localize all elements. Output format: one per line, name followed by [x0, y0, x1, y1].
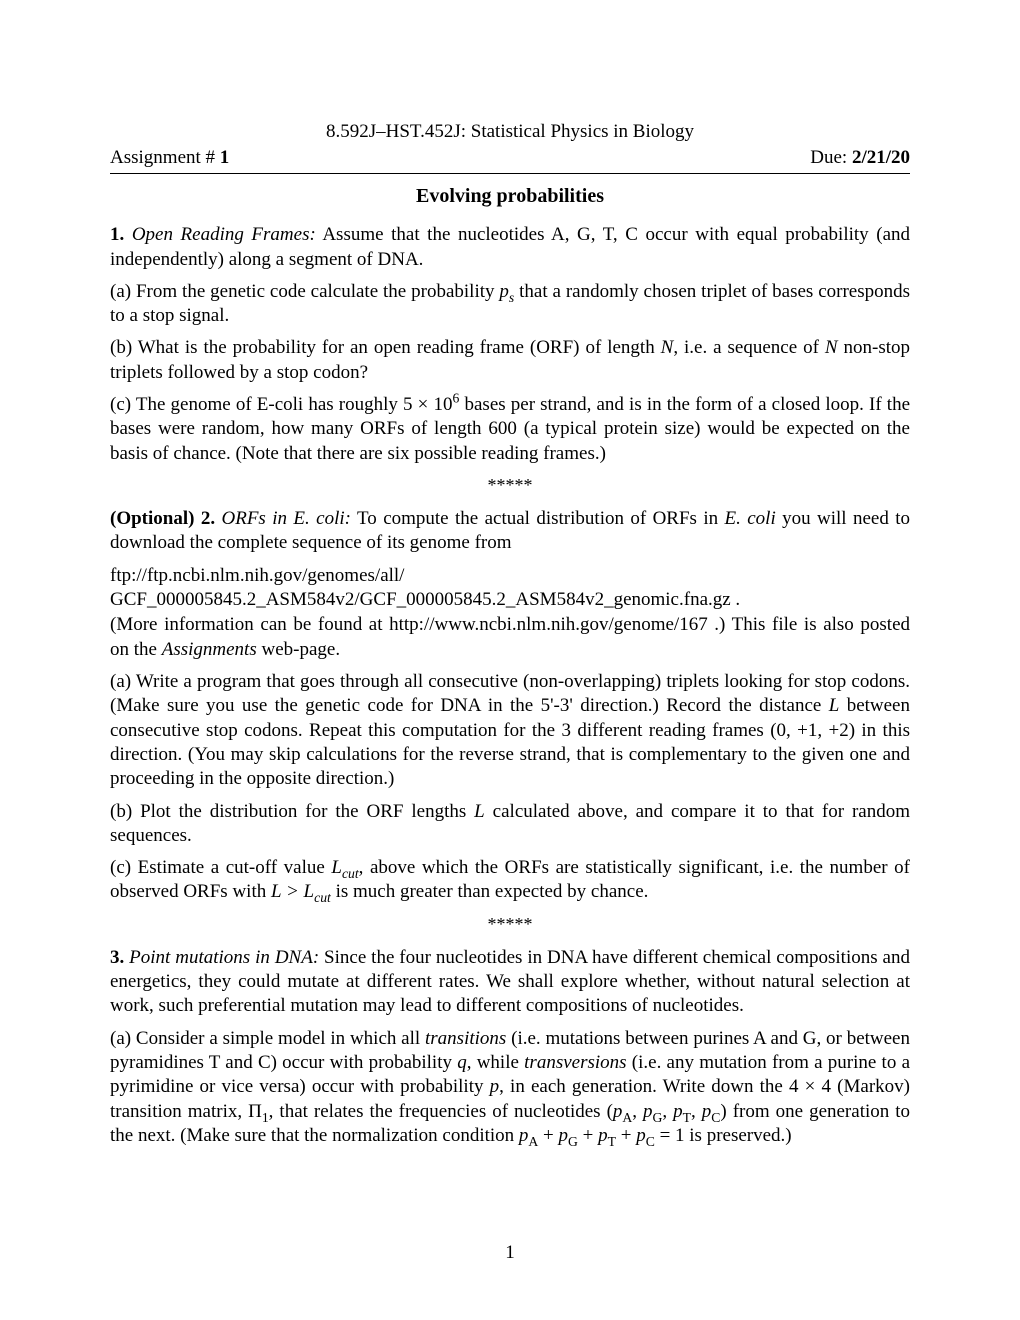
p1b-N2: N	[825, 337, 838, 358]
p1a-text1: From the genetic code calculate the prob…	[136, 281, 499, 302]
p3a-nsT: T	[608, 1134, 616, 1149]
p3a-subG: G	[653, 1109, 663, 1124]
problem-3-intro: 3. Point mutations in DNA: Since the fou…	[110, 946, 910, 1019]
assignment-prefix: Assignment #	[110, 147, 220, 168]
p1b-text2: , i.e. a sequence of	[673, 337, 825, 358]
separator-2: *****	[110, 913, 910, 936]
p3a-q: q	[457, 1052, 467, 1073]
page-number: 1	[0, 1241, 1020, 1265]
p3a-text6: , that relates the frequencies of nucleo…	[269, 1101, 613, 1122]
p2b-text1: Plot the distribution for the ORF length…	[140, 801, 474, 822]
p3a-p3plus: +	[616, 1125, 636, 1146]
due-date: 2/21/20	[852, 147, 910, 168]
p3a-c3: ,	[691, 1101, 702, 1122]
p2a-L: L	[829, 695, 840, 716]
p2c-L: L	[331, 857, 342, 878]
problem-1c: (c) The genome of E-coli has roughly 5 ×…	[110, 393, 910, 466]
p3a-p1: +	[538, 1125, 558, 1146]
p2c-gt: >	[281, 881, 303, 902]
p3a-nsG: G	[568, 1134, 578, 1149]
page-title: Evolving probabilities	[110, 184, 910, 210]
p2a-label: (a)	[110, 671, 136, 692]
p2-more: (More information can be found at http:/…	[110, 613, 910, 662]
p1c-label: (c)	[110, 394, 136, 415]
p1a-sym: p	[499, 281, 509, 302]
problem-1-label: 1.	[110, 224, 124, 245]
p1b-text1: What is the probability for an open read…	[138, 337, 661, 358]
p3a-c2: ,	[662, 1101, 673, 1122]
problem-1-name: Open Reading Frames:	[132, 224, 316, 245]
p3a-c1: ,	[632, 1101, 643, 1122]
p2c-L2: L	[271, 881, 281, 902]
p2c-label: (c)	[110, 857, 138, 878]
p3a-text3: , while	[467, 1052, 524, 1073]
problem-3-name: Point mutations in DNA:	[129, 947, 319, 968]
p3a-p2: +	[578, 1125, 598, 1146]
problem-1a: (a) From the genetic code calculate the …	[110, 280, 910, 329]
p3a-pT: p	[673, 1101, 683, 1122]
p3a-nG: p	[559, 1125, 569, 1146]
p2c-text1: Estimate a cut-off value	[138, 857, 332, 878]
problem-1b: (b) What is the probability for an open …	[110, 336, 910, 385]
problem-1-intro: 1. Open Reading Frames: Assume that the …	[110, 223, 910, 272]
p2a-text1: Write a program that goes through all co…	[110, 671, 910, 716]
p2c-L3: L	[304, 881, 315, 902]
p2-url1: ftp://ftp.ncbi.nlm.nih.gov/genomes/all/	[110, 564, 910, 588]
p3a-sub1: 1	[262, 1109, 269, 1124]
due-label: Due: 2/21/20	[810, 146, 910, 170]
p3a-subT: T	[683, 1109, 691, 1124]
p2b-label: (b)	[110, 801, 140, 822]
p3a-nC: p	[636, 1125, 646, 1146]
p2b-L: L	[474, 801, 485, 822]
p3a-subA: A	[622, 1109, 632, 1124]
problem-2c: (c) Estimate a cut-off value Lcut, above…	[110, 856, 910, 905]
problem-2-intro: (Optional) 2. ORFs in E. coli: To comput…	[110, 507, 910, 556]
problem-2a: (a) Write a program that goes through al…	[110, 670, 910, 792]
p3a-pG: p	[643, 1101, 653, 1122]
p2-url2: GCF_000005845.2_ASM584v2/GCF_000005845.2…	[110, 588, 910, 612]
problem-2b: (b) Plot the distribution for the ORF le…	[110, 800, 910, 849]
separator-1: *****	[110, 474, 910, 497]
p3a-p: p	[490, 1076, 500, 1097]
p2-intro1: To compute the actual distribution of OR…	[351, 508, 725, 529]
assignment-label: Assignment # 1	[110, 146, 229, 170]
due-prefix: Due:	[810, 147, 852, 168]
problem-3a: (a) Consider a simple model in which all…	[110, 1027, 910, 1149]
p1a-label: (a)	[110, 281, 136, 302]
p1b-N: N	[661, 337, 674, 358]
p1c-num: 5 × 10	[403, 394, 452, 415]
p3a-pA: p	[613, 1101, 623, 1122]
p1c-text1: The genome of E-coli has roughly	[136, 394, 403, 415]
p2c-sub: cut	[342, 866, 359, 881]
p3a-eq: = 1 is preserved.)	[655, 1125, 792, 1146]
p3a-nsA: A	[528, 1134, 538, 1149]
problem-3-label: 3.	[110, 947, 124, 968]
p3a-label: (a)	[110, 1028, 136, 1049]
p3a-nsC: C	[646, 1134, 655, 1149]
p1b-label: (b)	[110, 337, 138, 358]
p3a-nA: p	[519, 1125, 529, 1146]
p3a-pC: p	[702, 1101, 712, 1122]
p2c-sub2: cut	[314, 890, 331, 905]
problem-2-name: ORFs in E. coli:	[222, 508, 351, 529]
assignment-number: 1	[220, 147, 230, 168]
p3a-ital1: transitions	[425, 1028, 506, 1049]
p2-more-ital: Assignments	[162, 639, 257, 660]
p3a-text1: Consider a simple model in which all	[136, 1028, 425, 1049]
p2-intro-ital: E. coli	[725, 508, 776, 529]
p2c-text3: is much greater than expected by chance.	[331, 881, 649, 902]
p2-more2: web-page.	[257, 639, 340, 660]
course-header: 8.592J–HST.452J: Statistical Physics in …	[110, 120, 910, 144]
p3a-nT: p	[598, 1125, 608, 1146]
p3a-ital2: transversions	[524, 1052, 626, 1073]
problem-2-label: (Optional) 2.	[110, 508, 215, 529]
header-row: Assignment # 1 Due: 2/21/20	[110, 146, 910, 173]
